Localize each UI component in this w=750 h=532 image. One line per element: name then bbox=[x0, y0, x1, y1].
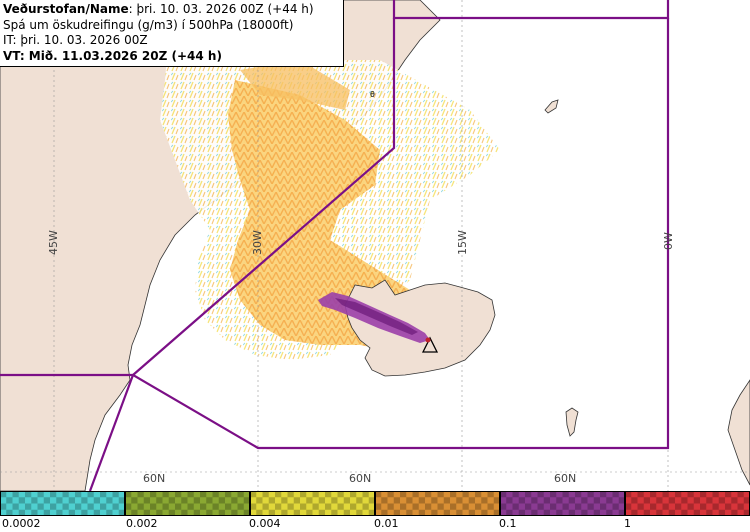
info-line-name: Veðurstofan/Name: þri. 10. 03. 2026 00Z … bbox=[3, 2, 343, 18]
legend-label-1: 0.002 bbox=[126, 517, 158, 530]
legend-swatch-5 bbox=[625, 491, 750, 516]
lat-label-60n-b: 60N bbox=[349, 472, 371, 485]
legend-swatch-0 bbox=[0, 491, 125, 516]
legend-label-3: 0.01 bbox=[374, 517, 399, 530]
ash-dispersion-map: 45W 30W 15W 0W 60N 60N 60N θ bbox=[0, 0, 750, 491]
lat-label-60n-c: 60N bbox=[554, 472, 576, 485]
legend-swatch-1 bbox=[125, 491, 250, 516]
legend-swatch-2 bbox=[250, 491, 375, 516]
info-line-valid-time: VT: Mið. 11.03.2026 20Z (+44 h) bbox=[3, 49, 343, 65]
info-line-description: Spá um öskudreifingu (g/m3) í 500hPa (18… bbox=[3, 18, 343, 34]
legend-swatch-4 bbox=[500, 491, 625, 516]
legend-swatch-3 bbox=[375, 491, 500, 516]
info-line-issue-time: IT: þri. 10. 03. 2026 00Z bbox=[3, 33, 343, 49]
lon-label-15w: 15W bbox=[456, 230, 469, 255]
lon-label-45w: 45W bbox=[47, 230, 60, 255]
legend-labels: 0.0002 0.002 0.004 0.01 0.1 1 bbox=[0, 516, 750, 532]
info-name-value: : þri. 10. 03. 2026 00Z (+44 h) bbox=[129, 2, 314, 16]
legend-label-0: 0.0002 bbox=[2, 517, 41, 530]
lon-label-0w: 0W bbox=[662, 232, 675, 250]
lon-label-30w: 30W bbox=[251, 230, 264, 255]
small-marker-label: θ bbox=[370, 90, 375, 99]
legend-label-4: 0.1 bbox=[499, 517, 517, 530]
info-name-label: Veðurstofan/Name bbox=[3, 2, 129, 16]
concentration-legend bbox=[0, 491, 750, 516]
lat-label-60n-a: 60N bbox=[143, 472, 165, 485]
legend-label-2: 0.004 bbox=[249, 517, 281, 530]
forecast-info-box: Veðurstofan/Name: þri. 10. 03. 2026 00Z … bbox=[0, 0, 344, 67]
legend-label-5: 1 bbox=[624, 517, 631, 530]
